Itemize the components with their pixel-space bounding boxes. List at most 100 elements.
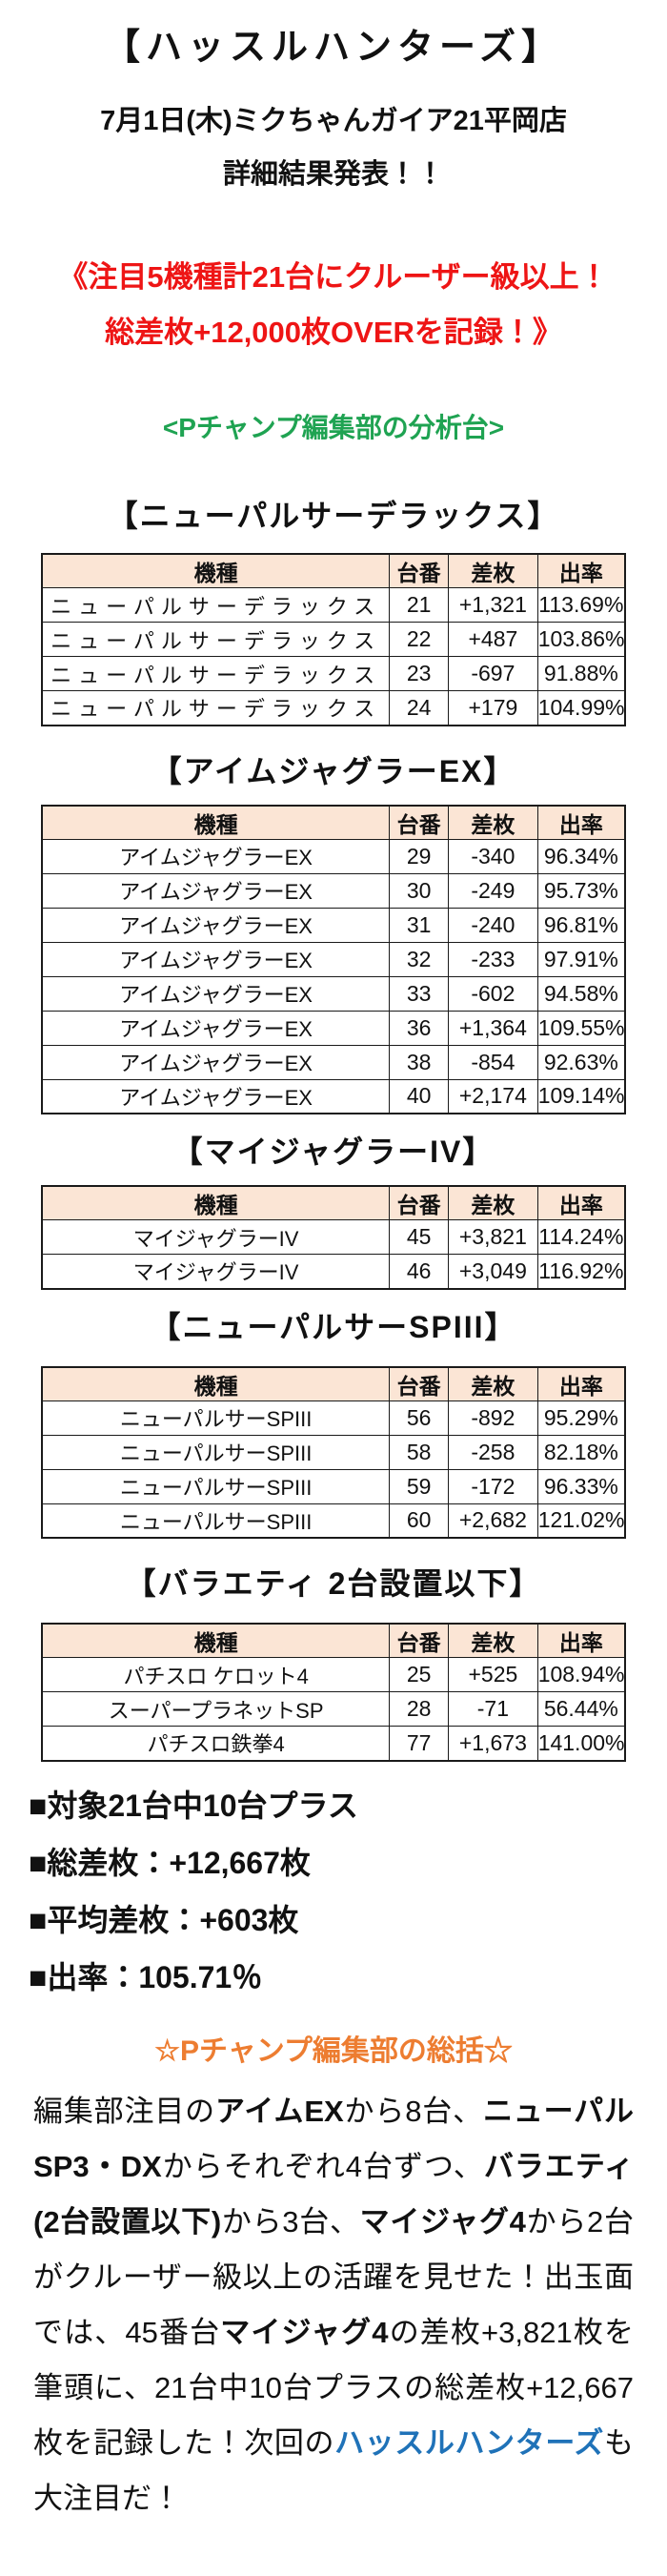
table-row: ニューパルサーデラックス 22 +487 103.86% (41, 622, 626, 657)
recap-segment: から8台、 (343, 2094, 483, 2128)
machine-name-cell: マイジャグラーIV (41, 1254, 391, 1289)
diff-cell: +1,364 (448, 1010, 538, 1046)
summary-item: ■平均差枚：+603枚 (29, 1902, 299, 1937)
header-row: 機種 台番 差枚 出率 (41, 1623, 626, 1658)
header-row: 機種 台番 差枚 出率 (41, 553, 626, 588)
diff-cell: +179 (448, 690, 538, 726)
diff-cell: -240 (448, 907, 538, 943)
table-head: 機種 台番 差枚 出率 (41, 1623, 626, 1658)
machine-name-cell: アイムジャグラーEX (41, 941, 391, 977)
recap-segment: から3台、 (221, 2204, 360, 2239)
table-body: アイムジャグラーEX 29 -340 96.34% アイムジャグラーEX 30 -249 95… (41, 838, 626, 1114)
rate-cell: 103.86% (536, 622, 626, 657)
diff-cell: -340 (448, 838, 538, 874)
section-title: 【ニューパルサーSPIII】 (150, 1309, 517, 1344)
rate-cell: 97.91% (536, 941, 626, 977)
table-body: ニューパルサーデラックス 21 +1,321 113.69% ニューパルサーデラックス 2… (41, 587, 626, 726)
table-row: パチスロ鉄拳4 77 +1,673 141.00% (41, 1726, 626, 1761)
table-body: ニューパルサーSPIII 56 -892 95.29% ニューパルサーSPIII 58 -2… (41, 1400, 626, 1539)
table-row: アイムジャグラーEX 33 -602 94.58% (41, 975, 626, 1012)
table-row: アイムジャグラーEX 36 +1,364 109.55% (41, 1010, 626, 1046)
unit-cell: 25 (389, 1657, 450, 1692)
diff-cell: -854 (448, 1044, 538, 1080)
diff-cell: -233 (448, 941, 538, 977)
table-head: 機種 台番 差枚 出率 (41, 553, 626, 588)
diff-cell: +2,682 (448, 1503, 538, 1539)
machine-name-cell: ニューパルサーデラックス (41, 622, 391, 657)
unit-cell: 32 (389, 941, 450, 977)
unit-cell: 58 (389, 1434, 450, 1470)
table-row: アイムジャグラーEX 31 -240 96.81% (41, 907, 626, 943)
header-row: 機種 台番 差枚 出率 (41, 805, 626, 840)
rate-cell: 96.34% (536, 838, 626, 874)
summary-item: ■出率：105.71％ (29, 1959, 263, 1994)
highlight-banner: 《注目5機種計21台にクルーザー級以上！ 総差枚+12,000枚OVERを記録！… (0, 250, 667, 360)
machine-name-cell: スーパープラネットSP (41, 1691, 391, 1727)
unit-cell: 38 (389, 1044, 450, 1080)
result-table: 機種 台番 差枚 出率 ニューパルサーSPIII 56 -892 95.29% ニューパルサーS… (41, 1365, 626, 1539)
recap-title: ☆Pチャンプ編集部の総括☆ (154, 2034, 513, 2067)
table-body: マイジャグラーIV 45 +3,821 114.24% マイジャグラーIV 46 +3,04… (41, 1219, 626, 1289)
unit-cell: 33 (389, 975, 450, 1012)
diff-cell: -249 (448, 872, 538, 909)
table-row: アイムジャグラーEX 29 -340 96.34% (41, 838, 626, 874)
table-row: ニューパルサーデラックス 21 +1,321 113.69% (41, 587, 626, 623)
result-table: 機種 台番 差枚 出率 マイジャグラーIV 45 +3,821 114.24% マイジャグラーI… (41, 1185, 626, 1290)
analysis-label: <Pチャンプ編集部の分析台> (162, 413, 505, 442)
table-head: 機種 台番 差枚 出率 (41, 805, 626, 840)
unit-cell: 29 (389, 838, 450, 874)
column-header: 差枚 (448, 1185, 538, 1220)
diff-cell: +3,049 (448, 1254, 538, 1289)
table-row: ニューパルサーデラックス 24 +179 104.99% (41, 690, 626, 726)
machine-name-cell: アイムジャグラーEX (41, 838, 391, 874)
table-row: マイジャグラーIV 46 +3,049 116.92% (41, 1254, 626, 1289)
column-header: 台番 (389, 1185, 450, 1220)
column-header: 出率 (536, 553, 626, 588)
unit-cell: 59 (389, 1468, 450, 1504)
unit-cell: 31 (389, 907, 450, 943)
diff-cell: +1,673 (448, 1726, 538, 1761)
rate-cell: 104.99% (536, 690, 626, 726)
rate-cell: 108.94% (536, 1657, 626, 1692)
machine-name-cell: ニューパルサーデラックス (41, 690, 391, 726)
table-body: パチスロ ケロット4 25 +525 108.94% スーパープラネットSP 28 -71 5… (41, 1657, 626, 1761)
column-header: 出率 (536, 1623, 626, 1658)
machine-name-cell: ニューパルサーデラックス (41, 587, 391, 623)
rate-cell: 91.88% (536, 656, 626, 691)
column-header: 機種 (41, 805, 391, 840)
column-header: 差枚 (448, 1623, 538, 1658)
column-header: 機種 (41, 1366, 391, 1401)
unit-cell: 22 (389, 622, 450, 657)
diff-cell: -602 (448, 975, 538, 1012)
column-header: 機種 (41, 553, 391, 588)
diff-cell: +3,821 (448, 1219, 538, 1255)
column-header: 台番 (389, 553, 450, 588)
table-row: アイムジャグラーEX 32 -233 97.91% (41, 941, 626, 977)
machine-name-cell: ニューパルサーSPIII (41, 1468, 391, 1504)
unit-cell: 23 (389, 656, 450, 691)
table-row: パチスロ ケロット4 25 +525 108.94% (41, 1657, 626, 1692)
recap-segment: の差枚+3,821枚を筆頭に、21台中10台プラスの総差枚+12,667枚を記録… (33, 2315, 634, 2460)
unit-cell: 40 (389, 1078, 450, 1114)
rate-cell: 95.29% (536, 1400, 626, 1436)
recap-segment: バラエティ(2台設置以下) (33, 2149, 634, 2239)
rate-cell: 113.69% (536, 587, 626, 623)
column-header: 機種 (41, 1623, 391, 1658)
rate-cell: 82.18% (536, 1434, 626, 1470)
section-title: 【ニューパルサーデラックス】 (107, 499, 560, 533)
header-row: 機種 台番 差枚 出率 (41, 1185, 626, 1220)
diff-cell: +487 (448, 622, 538, 657)
machine-section: 【ニューパルサーSPIII】機種 台番 差枚 出率 ニューパルサーSPIII 56 -892… (0, 1307, 667, 1539)
summary-item: ■総差枚：+12,667枚 (29, 1845, 311, 1880)
highlight-line-2: 総差枚+12,000枚OVERを記録！》 (105, 316, 562, 349)
recap-paragraph: 編集部注目のアイムEXから8台、ニューパルSP3・DXからそれぞれ4台ずつ、バラ… (33, 2084, 634, 2526)
unit-cell: 77 (389, 1726, 450, 1761)
recap-segment: ハッスルハンターズ (334, 2425, 604, 2460)
rate-cell: 95.73% (536, 872, 626, 909)
rate-cell: 96.81% (536, 907, 626, 943)
machine-name-cell: ニューパルサーSPIII (41, 1400, 391, 1436)
diff-cell: -172 (448, 1468, 538, 1504)
table-row: ニューパルサーSPIII 59 -172 96.33% (41, 1468, 626, 1504)
unit-cell: 60 (389, 1503, 450, 1539)
